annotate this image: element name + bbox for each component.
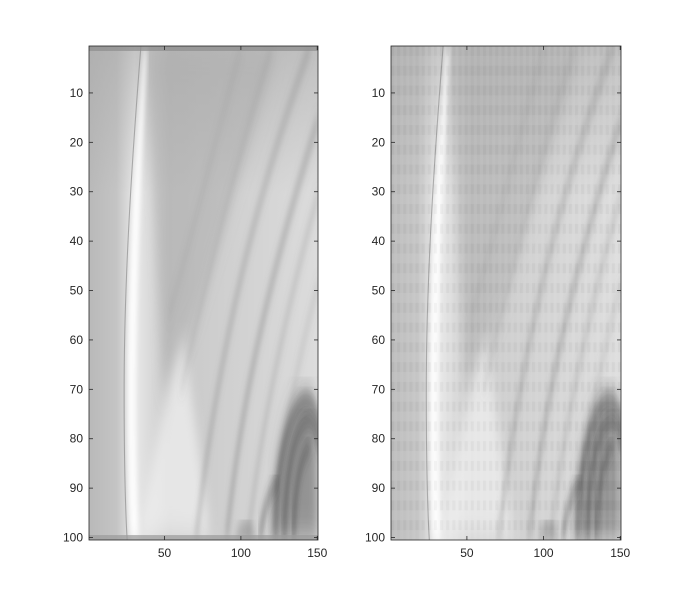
axis-frame — [88, 45, 319, 541]
x-tick-label: 150 — [610, 546, 630, 560]
y-tick-label: 40 — [372, 234, 386, 248]
x-tick-label: 100 — [534, 546, 554, 560]
x-tick-label: 50 — [158, 546, 172, 560]
y-tick-label: 10 — [70, 86, 84, 100]
x-tick-label: 50 — [460, 546, 474, 560]
y-tick-label: 20 — [372, 135, 386, 149]
image-content — [391, 46, 621, 541]
y-tick-label: 40 — [70, 234, 84, 248]
y-tick-label: 60 — [372, 333, 386, 347]
y-tick-label: 30 — [70, 185, 84, 199]
y-tick-label: 20 — [70, 135, 84, 149]
x-tick-label: 150 — [307, 546, 327, 560]
axis-frame — [390, 45, 622, 541]
y-tick-label: 90 — [70, 481, 84, 495]
y-tick-label: 10 — [372, 86, 386, 100]
y-tick-label: 80 — [372, 432, 386, 446]
y-tick-label: 50 — [372, 284, 386, 298]
y-tick-label: 70 — [372, 382, 386, 396]
y-tick-label: 80 — [70, 432, 84, 446]
x-tick-label: 100 — [231, 546, 251, 560]
image-content — [89, 46, 318, 541]
left-image-axes: 10 20 30 40 50 60 70 80 90 100 50 100 150 — [63, 45, 328, 560]
y-tick-label: 90 — [372, 481, 386, 495]
y-tick-label: 60 — [70, 333, 84, 347]
y-tick-label: 100 — [365, 531, 385, 545]
y-tick-label: 100 — [63, 531, 83, 545]
y-tick-label: 50 — [70, 284, 84, 298]
y-tick-label: 30 — [372, 185, 386, 199]
right-image-axes: 10 20 30 40 50 60 70 80 90 100 50 100 150 — [365, 45, 631, 560]
y-tick-label: 70 — [70, 382, 84, 396]
